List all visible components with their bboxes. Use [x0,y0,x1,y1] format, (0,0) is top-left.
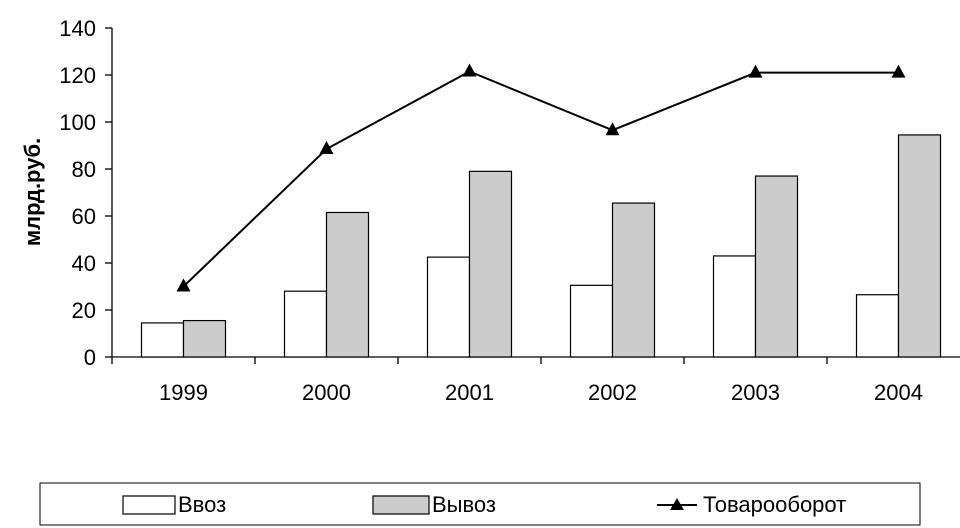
x-tick-label: 1999 [159,380,208,405]
legend-swatch-import [122,495,176,515]
bars [140,134,942,358]
bar-import [283,290,328,358]
bar-export [468,170,513,358]
bar-import [426,256,471,358]
x-axis: 1999 2000 2001 2002 2003 2004 [111,356,960,405]
point-turnover [176,278,191,292]
bar-export [897,134,942,358]
point-turnover [462,63,477,77]
bar-export [754,175,799,358]
bar-export [325,211,370,358]
point-turnover [605,122,620,136]
legend: Ввоз Вывоз Товарооборот [39,482,921,526]
bar-export [182,319,227,358]
y-tick-label: 120 [59,63,96,88]
legend-marker-turnover [670,498,684,510]
y-tick-label: 0 [84,345,96,370]
x-tick-label: 2000 [302,380,351,405]
bar-export [611,202,656,358]
y-tick-label: 140 [59,16,96,41]
y-tick-label: 100 [59,110,96,135]
line-turnover [182,70,899,288]
x-tick-label: 2004 [874,380,923,405]
bar-import [712,255,757,358]
bar-import [569,284,614,358]
y-tick-label: 40 [72,251,96,276]
legend-box [39,482,921,526]
legend-swatch-export [372,495,430,515]
point-turnover [748,64,763,78]
bar-import [140,322,185,358]
bar-import [855,294,900,358]
x-tick-label: 2002 [588,380,637,405]
x-tick-label: 2001 [445,380,494,405]
point-turnover [319,141,334,155]
point-turnover [891,64,906,78]
line-series [176,63,906,292]
y-axis-label: млрд.руб. [20,138,45,246]
x-tick-label: 2003 [731,380,780,405]
y-axis: 0 20 40 60 80 100 120 140 [59,16,113,370]
y-tick-label: 60 [72,204,96,229]
legend-label-turnover: Товарооборот [703,492,846,517]
legend-label-import: Ввоз [178,492,226,517]
legend-label-export: Вывоз [432,492,496,517]
y-tick-label: 20 [72,298,96,323]
y-tick-label: 80 [72,157,96,182]
